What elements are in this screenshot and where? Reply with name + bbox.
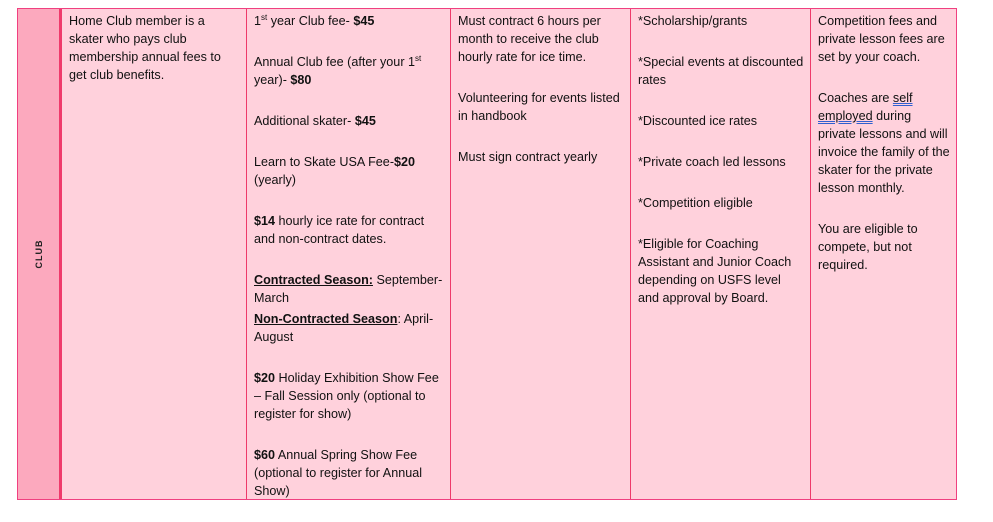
notes-paragraph: Coaches are self employed during private…: [818, 89, 952, 197]
benefits-paragraph: *Eligible for Coaching Assistant and Jun…: [638, 235, 804, 307]
bold-text: $45: [353, 14, 375, 28]
row-label-cell: CLUB: [18, 9, 62, 499]
benefits-paragraph: *Scholarship/grants: [638, 12, 804, 30]
fees-paragraph: Annual Club fee (after your 1st year)- $…: [254, 53, 444, 89]
bold-text: $20: [254, 371, 276, 385]
text-run: (yearly): [254, 173, 296, 187]
cell-description: Home Club member is a skater who pays cl…: [62, 9, 247, 499]
text-run: hourly ice rate for contract and non-con…: [254, 214, 425, 246]
benefits-paragraph: *Special events at discounted rates: [638, 53, 804, 89]
text-run: *Scholarship/grants: [638, 14, 748, 28]
text-run: st: [261, 13, 268, 22]
text-run: self employed: [818, 91, 913, 123]
text-run: 1: [254, 14, 262, 28]
bold-text: $14: [254, 214, 276, 228]
bold-text: $20: [394, 155, 416, 169]
benefits-paragraph: *Discounted ice rates: [638, 112, 804, 130]
fees-paragraph: $14 hourly ice rate for contract and non…: [254, 212, 444, 248]
row-label: CLUB: [33, 239, 44, 269]
notes-paragraph: You are eligible to compete, but not req…: [818, 220, 952, 274]
text-run: Must contract 6 hours per month to recei…: [458, 14, 601, 64]
cell-benefits: *Scholarship/grants *Special events at di…: [630, 9, 810, 499]
text-run: *Competition eligible: [638, 196, 753, 210]
fees-paragraph: Non-Contracted Season: April-August: [254, 310, 444, 346]
text-run: Annual Spring Show Fee (optional to regi…: [254, 448, 423, 498]
text-run: Learn to Skate USA Fee-: [254, 155, 395, 169]
fees-paragraph: Additional skater- $45: [254, 112, 444, 130]
fees-paragraph: $60 Annual Spring Show Fee (optional to …: [254, 446, 444, 500]
notes-paragraph: Competition fees and private lesson fees…: [818, 12, 952, 66]
cell-notes: Competition fees and private lesson fees…: [810, 9, 958, 499]
text-run: *Eligible for Coaching Assistant and Jun…: [638, 237, 792, 305]
text-run: Volunteering for events listed in handbo…: [458, 91, 620, 123]
text-run: year)-: [254, 73, 291, 87]
bold-text: $80: [290, 73, 312, 87]
text-run: Additional skater-: [254, 114, 355, 128]
fees-paragraph: Contracted Season: September- March: [254, 271, 444, 307]
club-membership-table: CLUB Home Club member is a skater who pa…: [17, 8, 957, 500]
requirements-paragraph: Must contract 6 hours per month to recei…: [458, 12, 624, 66]
requirements-paragraph: Must sign contract yearly: [458, 148, 624, 166]
bold-text: Non-Contracted Season: [254, 312, 398, 326]
text-run: *Special events at discounted rates: [638, 55, 804, 87]
text-run: You are eligible to compete, but not req…: [818, 222, 918, 272]
text-run: Annual Club fee (after your 1: [254, 55, 416, 69]
fees-paragraph: 1st year Club fee- $45: [254, 12, 444, 30]
text-run: during private lessons and will invoice …: [818, 109, 950, 195]
text-run: *Private coach led lessons: [638, 155, 786, 169]
text-run: Must sign contract yearly: [458, 150, 598, 164]
fees-paragraph: $20 Holiday Exhibition Show Fee – Fall S…: [254, 369, 444, 423]
cell-requirements: Must contract 6 hours per month to recei…: [450, 9, 630, 499]
text-run: Coaches are: [818, 91, 893, 105]
text-run: September- March: [254, 273, 443, 305]
benefits-paragraph: *Competition eligible: [638, 194, 804, 212]
description-paragraph: Home Club member is a skater who pays cl…: [69, 12, 241, 84]
requirements-paragraph: Volunteering for events listed in handbo…: [458, 89, 624, 125]
text-run: st: [415, 54, 422, 63]
text-run: Home Club member is a skater who pays cl…: [69, 14, 221, 82]
text-run: year Club fee-: [267, 14, 354, 28]
cell-fees: 1st year Club fee- $45 Annual Club fee (a…: [246, 9, 450, 499]
bold-text: $45: [354, 114, 376, 128]
text-run: *Discounted ice rates: [638, 114, 758, 128]
bold-text: Contracted Season:: [254, 273, 373, 287]
text-run: : April-August: [254, 312, 434, 344]
bold-text: $60: [254, 448, 276, 462]
text-run: Competition fees and private lesson fees…: [818, 14, 945, 64]
fees-paragraph: Learn to Skate USA Fee-$20 (yearly): [254, 153, 444, 189]
benefits-paragraph: *Private coach led lessons: [638, 153, 804, 171]
text-run: Holiday Exhibition Show Fee – Fall Sessi…: [254, 371, 439, 421]
